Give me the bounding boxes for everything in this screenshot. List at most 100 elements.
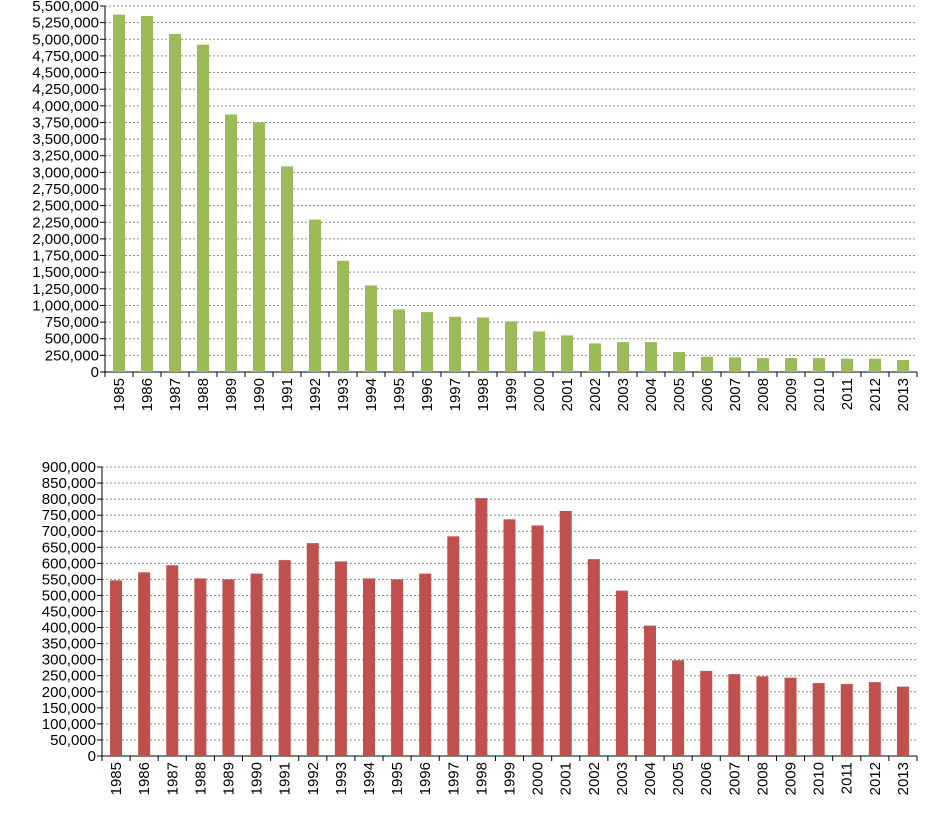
- y-tick-label: 1,250,000: [32, 281, 99, 298]
- bar-2006: [700, 670, 713, 756]
- chart-top: 0250,000500,000750,0001,000,0001,250,000…: [32, 0, 918, 411]
- y-tick-label: 800,000: [42, 491, 96, 508]
- bar-2013: [897, 360, 909, 372]
- bar-2011: [840, 684, 853, 756]
- y-tick-label: 2,250,000: [32, 214, 99, 231]
- y-tick-label: 550,000: [42, 571, 96, 588]
- x-tick-label: 1986: [139, 378, 156, 411]
- y-tick-label: 0: [91, 364, 99, 381]
- bar-2002: [589, 343, 601, 372]
- y-tick-label: 2,750,000: [32, 181, 99, 198]
- x-tick-label: 1999: [503, 378, 520, 411]
- y-tick-label: 3,750,000: [32, 114, 99, 131]
- bar-2012: [868, 682, 881, 756]
- x-tick-label: 2005: [671, 378, 688, 411]
- x-tick-label: 2007: [727, 378, 744, 411]
- bar-2005: [673, 352, 685, 372]
- bar-1990: [253, 122, 265, 372]
- bar-2009: [785, 358, 797, 372]
- bar-1990: [250, 573, 263, 756]
- x-tick-label: 1988: [195, 378, 212, 411]
- bar-2000: [531, 525, 544, 756]
- bar-2009: [784, 677, 797, 756]
- bar-2006: [701, 356, 713, 372]
- x-tick-label: 2005: [670, 762, 687, 795]
- y-tick-label: 1,000,000: [32, 297, 99, 314]
- bar-1997: [447, 536, 460, 756]
- bar-2001: [561, 335, 573, 372]
- y-tick-label: 400,000: [42, 620, 96, 637]
- x-tick-label: 2013: [895, 378, 912, 411]
- bar-1991: [281, 166, 293, 372]
- y-tick-label: 5,250,000: [32, 15, 99, 32]
- bar-2008: [757, 358, 769, 372]
- bar-2001: [559, 510, 572, 756]
- bar-1995: [393, 309, 405, 372]
- x-tick-label: 2000: [531, 378, 548, 411]
- bar-2007: [729, 357, 741, 372]
- y-tick-label: 1,750,000: [32, 248, 99, 265]
- y-tick-label: 5,500,000: [32, 0, 99, 15]
- y-tick-label: 2,500,000: [32, 198, 99, 215]
- x-tick-label: 2012: [867, 378, 884, 411]
- x-tick-label: 1998: [475, 378, 492, 411]
- bar-2007: [728, 674, 741, 756]
- x-tick-label: 2013: [895, 762, 912, 795]
- x-tick-label: 1985: [111, 378, 128, 411]
- x-tick-label: 1989: [223, 378, 240, 411]
- x-tick-label: 1994: [361, 762, 378, 795]
- y-tick-label: 500,000: [42, 587, 96, 604]
- y-tick-label: 4,250,000: [32, 81, 99, 98]
- bar-1999: [505, 321, 517, 372]
- bar-2003: [617, 342, 629, 372]
- x-tick-label: 1992: [307, 378, 324, 411]
- x-tick-label: 1994: [363, 378, 380, 411]
- bar-2004: [645, 342, 657, 372]
- x-tick-label: 1995: [389, 762, 406, 795]
- bar-1985: [113, 14, 125, 372]
- bar-2008: [756, 676, 769, 756]
- bar-1989: [222, 579, 235, 756]
- x-tick-label: 2008: [755, 378, 772, 411]
- bar-1996: [421, 312, 433, 372]
- y-tick-label: 650,000: [42, 539, 96, 556]
- x-tick-label: 2001: [559, 378, 576, 411]
- bar-2012: [869, 358, 881, 372]
- bar-1996: [419, 573, 432, 756]
- bar-1998: [477, 317, 489, 372]
- x-tick-label: 2008: [754, 762, 771, 795]
- y-tick-label: 250,000: [45, 347, 99, 364]
- x-tick-label: 1988: [192, 762, 209, 795]
- x-tick-label: 1997: [447, 378, 464, 411]
- y-tick-label: 750,000: [45, 314, 99, 331]
- bar-1998: [475, 498, 488, 756]
- x-tick-label: 1990: [251, 378, 268, 411]
- y-tick-label: 4,000,000: [32, 98, 99, 115]
- x-tick-label: 2009: [783, 762, 800, 795]
- x-tick-label: 1990: [249, 762, 266, 795]
- bar-2013: [896, 686, 909, 756]
- x-tick-label: 1989: [220, 762, 237, 795]
- x-tick-label: 2004: [642, 762, 659, 795]
- x-tick-label: 2001: [558, 762, 575, 795]
- bar-1994: [365, 285, 377, 372]
- x-tick-label: 1987: [167, 378, 184, 411]
- y-tick-label: 200,000: [42, 684, 96, 701]
- y-tick-label: 1,500,000: [32, 264, 99, 281]
- bar-1986: [138, 572, 151, 756]
- y-tick-label: 500,000: [45, 331, 99, 348]
- y-tick-label: 3,000,000: [32, 164, 99, 181]
- y-tick-label: 2,000,000: [32, 231, 99, 248]
- x-tick-label: 2006: [699, 378, 716, 411]
- x-tick-label: 1991: [277, 762, 294, 795]
- x-tick-label: 1993: [335, 378, 352, 411]
- x-tick-label: 2007: [726, 762, 743, 795]
- x-tick-label: 1985: [108, 762, 125, 795]
- x-tick-label: 1991: [279, 378, 296, 411]
- x-tick-label: 2011: [839, 762, 856, 794]
- bar-1994: [362, 578, 375, 756]
- y-tick-label: 5,000,000: [32, 31, 99, 48]
- x-tick-label: 2012: [867, 762, 884, 795]
- bar-1987: [169, 33, 181, 372]
- x-tick-label: 1987: [164, 762, 181, 795]
